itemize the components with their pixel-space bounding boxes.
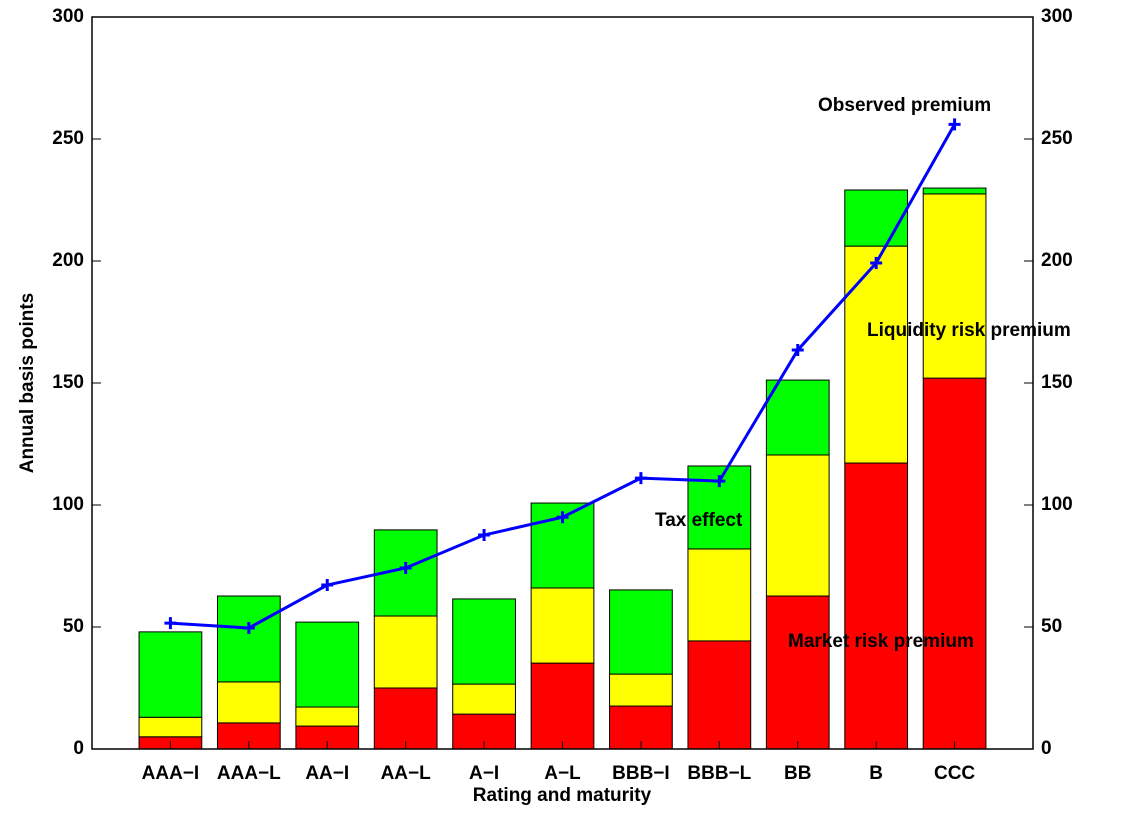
bar-segment (609, 673, 673, 707)
bar-segment (373, 615, 438, 689)
x-tick-label: BBB−L (687, 763, 751, 784)
bar-segment (295, 621, 360, 708)
line-marker (164, 617, 177, 630)
bar-segment (452, 683, 516, 715)
line-marker (399, 561, 412, 574)
series-annotation: Liquidity risk premium (867, 320, 1071, 341)
y-axis-label: Annual basis points (17, 293, 38, 474)
x-tick-label: AAA−L (217, 763, 281, 784)
series-annotation: Tax effect (655, 510, 743, 531)
y-tick-label: 200 (52, 250, 84, 271)
bar-segment (765, 379, 830, 456)
bar-segment (530, 587, 595, 664)
x-tick-label: BB (784, 763, 811, 784)
bar-segment (216, 681, 281, 724)
bar-segment (765, 595, 830, 750)
y2-tick-label: 0 (1041, 738, 1052, 759)
series-annotation: Observed premium (818, 95, 991, 116)
y-tick-label: 150 (52, 372, 84, 393)
line-marker (634, 472, 647, 485)
series-annotation: Market risk premium (788, 631, 974, 652)
x-tick-label: CCC (934, 763, 975, 784)
line-marker (791, 344, 804, 357)
bar-segment (687, 548, 752, 642)
bar-segment (530, 662, 595, 750)
x-tick-label: B (869, 763, 883, 784)
bar-segment (295, 706, 360, 727)
y2-tick-label: 250 (1041, 128, 1073, 149)
bar-segment (373, 687, 438, 750)
x-tick-label: BBB−I (612, 763, 670, 784)
bar-segment (922, 187, 987, 195)
y2-tick-label: 200 (1041, 250, 1073, 271)
x-tick-label: AA−I (305, 763, 349, 784)
bar-segment (844, 462, 909, 750)
x-axis-label: Rating and maturity (473, 785, 652, 806)
bar-segment (138, 716, 203, 738)
bar-segment (765, 454, 830, 597)
bar-segment (922, 377, 987, 750)
bar-segment (844, 189, 909, 247)
bar-segment (687, 640, 752, 750)
x-tick-label: A−I (469, 763, 499, 784)
line-marker (321, 579, 334, 592)
bar-segment (138, 631, 203, 718)
bar-segment (922, 193, 987, 379)
y2-tick-label: 50 (1041, 616, 1062, 637)
bar-segment (844, 245, 909, 464)
y-tick-label: 100 (52, 494, 84, 515)
line-marker (242, 621, 255, 634)
y2-tick-label: 150 (1041, 372, 1073, 393)
bar-segment (609, 589, 673, 675)
y-tick-label: 50 (63, 616, 84, 637)
line-marker (478, 529, 491, 542)
y2-tick-label: 100 (1041, 494, 1073, 515)
line-marker (948, 118, 961, 131)
line-marker (870, 256, 883, 269)
bar-segment (216, 595, 281, 683)
x-tick-label: A−L (544, 763, 581, 784)
y-tick-label: 0 (73, 738, 84, 759)
y-tick-label: 300 (52, 6, 84, 27)
x-tick-label: AAA−I (142, 763, 200, 784)
y-tick-label: 250 (52, 128, 84, 149)
line-marker (556, 511, 569, 524)
line-marker (713, 475, 726, 488)
y2-tick-label: 300 (1041, 6, 1073, 27)
x-tick-label: AA−L (381, 763, 432, 784)
bar-segment (452, 598, 516, 685)
